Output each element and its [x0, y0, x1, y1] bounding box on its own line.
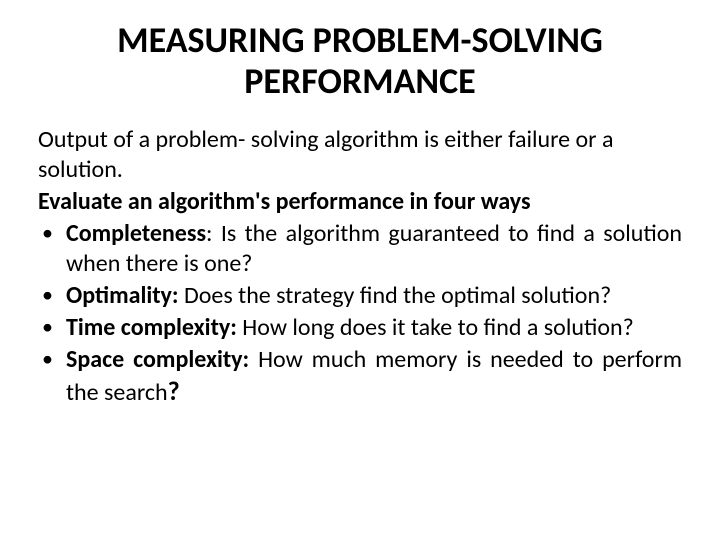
- final-qmark: ?: [168, 375, 180, 407]
- page-title: MEASURING PROBLEM-SOLVING PERFORMANCE: [38, 20, 682, 103]
- list-item: Completeness: Is the algorithm guarantee…: [38, 219, 682, 279]
- term-label: Space complexity:: [66, 345, 249, 374]
- term-label: Time complexity:: [66, 313, 237, 342]
- term-desc: Does the strategy find the optimal solut…: [179, 281, 612, 310]
- term-desc: How long does it take to find a solution…: [237, 313, 634, 342]
- term-label: Optimality:: [66, 281, 179, 310]
- intro-text: Output of a problem- solving algorithm i…: [38, 125, 682, 185]
- list-item: Optimality: Does the strategy find the o…: [38, 281, 682, 311]
- list-item: Time complexity: How long does it take t…: [38, 313, 682, 343]
- bullet-list: Completeness: Is the algorithm guarantee…: [38, 219, 682, 408]
- subheading: Evaluate an algorithm's performance in f…: [38, 187, 682, 217]
- term-label: Completeness: [66, 219, 206, 248]
- list-item: Space complexity: How much memory is nee…: [38, 345, 682, 408]
